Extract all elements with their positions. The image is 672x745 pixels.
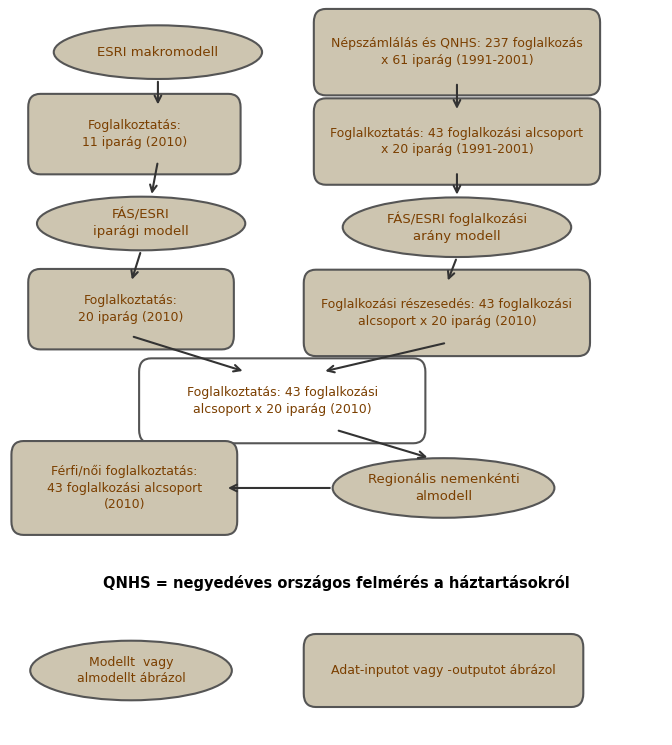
Text: FÁS/ESRI foglalkozási
arány modell: FÁS/ESRI foglalkozási arány modell xyxy=(387,212,527,243)
Text: Foglalkoztatás: 43 foglalkozási alcsoport
x 20 iparág (1991-2001): Foglalkoztatás: 43 foglalkozási alcsopor… xyxy=(331,127,583,156)
Text: Modellt  vagy
almodellt ábrázol: Modellt vagy almodellt ábrázol xyxy=(77,656,185,685)
FancyBboxPatch shape xyxy=(314,9,600,95)
Ellipse shape xyxy=(54,25,262,79)
Ellipse shape xyxy=(343,197,571,257)
Text: ESRI makromodell: ESRI makromodell xyxy=(97,45,218,59)
FancyBboxPatch shape xyxy=(28,269,234,349)
Ellipse shape xyxy=(30,641,232,700)
FancyBboxPatch shape xyxy=(314,98,600,185)
Text: Foglalkozási részesedés: 43 foglalkozási
alcsoport x 20 iparág (2010): Foglalkozási részesedés: 43 foglalkozási… xyxy=(321,298,573,328)
Text: Foglalkoztatás:
11 iparág (2010): Foglalkoztatás: 11 iparág (2010) xyxy=(82,119,187,149)
FancyBboxPatch shape xyxy=(304,634,583,707)
Text: Adat-inputot vagy -outputot ábrázol: Adat-inputot vagy -outputot ábrázol xyxy=(331,664,556,677)
Text: Népszámlálás és QNHS: 237 foglalkozás
x 61 iparág (1991-2001): Népszámlálás és QNHS: 237 foglalkozás x … xyxy=(331,37,583,67)
Ellipse shape xyxy=(37,197,245,250)
Text: Férfi/női foglalkoztatás:
43 foglalkozási alcsoport
(2010): Férfi/női foglalkoztatás: 43 foglalkozás… xyxy=(47,465,202,511)
Text: FÁS/ESRI
iparági modell: FÁS/ESRI iparági modell xyxy=(93,209,189,238)
FancyBboxPatch shape xyxy=(11,441,237,535)
Text: QNHS = negyedéves országos felmérés a háztartásokról: QNHS = negyedéves országos felmérés a há… xyxy=(103,574,569,591)
Text: Foglalkoztatás:
20 iparág (2010): Foglalkoztatás: 20 iparág (2010) xyxy=(79,294,183,324)
Ellipse shape xyxy=(333,458,554,518)
Text: Foglalkoztatás: 43 foglalkozási
alcsoport x 20 iparág (2010): Foglalkoztatás: 43 foglalkozási alcsopor… xyxy=(187,386,378,416)
FancyBboxPatch shape xyxy=(304,270,590,356)
Text: Regionális nemenkénti
almodell: Regionális nemenkénti almodell xyxy=(368,473,519,503)
FancyBboxPatch shape xyxy=(139,358,425,443)
FancyBboxPatch shape xyxy=(28,94,241,174)
